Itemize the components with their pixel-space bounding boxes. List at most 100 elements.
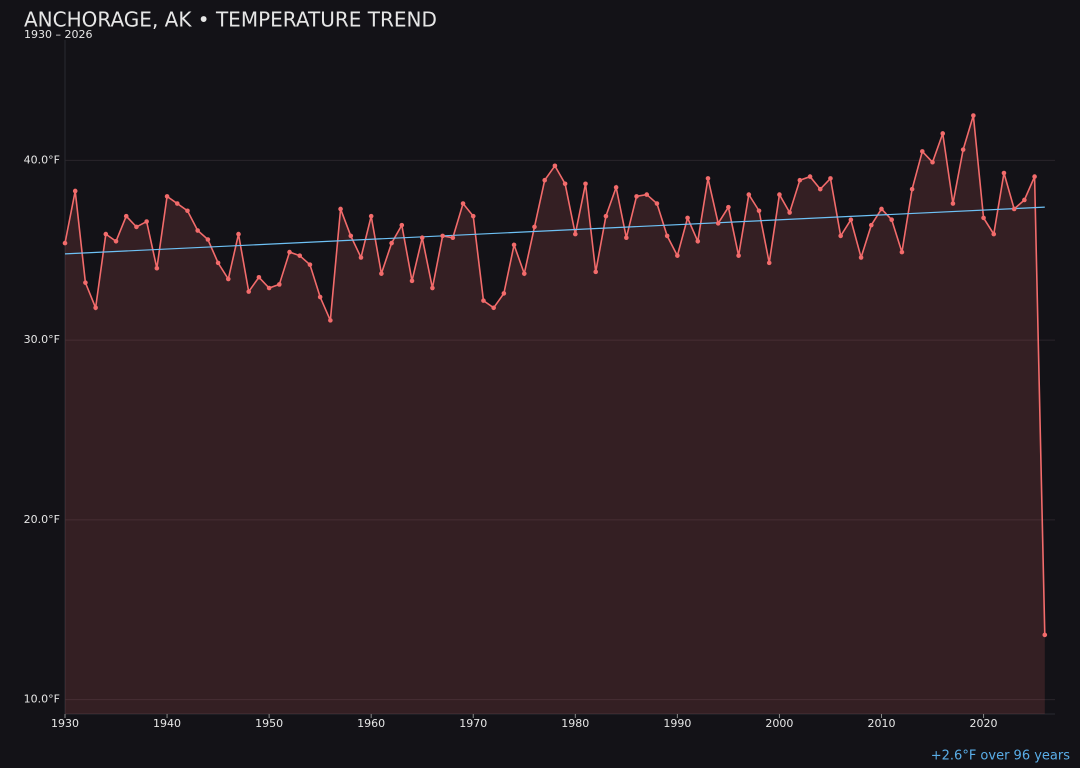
point xyxy=(134,224,139,230)
point xyxy=(981,215,986,221)
y-tick-label: 10.0°F xyxy=(24,693,60,706)
point xyxy=(532,224,537,230)
x-tick-label: 1940 xyxy=(153,717,181,730)
point xyxy=(603,213,609,219)
point xyxy=(521,271,527,276)
point xyxy=(971,113,976,118)
point xyxy=(144,219,149,224)
chart-subtitle: 1930 – 2026 xyxy=(24,28,92,41)
point xyxy=(797,177,803,183)
point xyxy=(399,222,405,228)
point xyxy=(123,213,129,219)
point xyxy=(1011,206,1017,212)
point xyxy=(654,201,660,206)
point xyxy=(1032,174,1037,179)
point xyxy=(246,289,252,294)
point xyxy=(634,194,639,199)
point xyxy=(205,237,211,242)
x-tick-label: 1930 xyxy=(51,717,79,730)
point xyxy=(409,278,415,284)
point xyxy=(419,235,425,241)
point xyxy=(552,163,558,169)
point xyxy=(236,231,241,237)
point xyxy=(338,206,343,212)
point xyxy=(838,233,843,239)
point xyxy=(154,265,160,271)
point xyxy=(766,260,772,266)
point xyxy=(583,181,588,187)
point xyxy=(848,217,854,223)
y-tick-label: 20.0°F xyxy=(24,513,60,526)
point xyxy=(297,253,303,258)
point xyxy=(317,294,323,300)
point xyxy=(215,260,221,266)
point xyxy=(62,240,68,246)
point xyxy=(777,192,782,197)
point xyxy=(685,215,690,221)
point xyxy=(920,149,925,154)
point xyxy=(828,176,833,181)
x-tick-label: 1990 xyxy=(663,717,691,730)
point xyxy=(450,235,456,241)
point xyxy=(93,305,98,311)
point xyxy=(358,255,364,260)
point xyxy=(266,285,272,291)
point xyxy=(807,174,813,179)
point xyxy=(991,231,997,237)
point xyxy=(726,204,731,210)
y-tick-label: 30.0°F xyxy=(24,333,60,346)
point xyxy=(695,239,701,244)
point xyxy=(746,192,752,197)
x-tick-label: 1960 xyxy=(357,717,385,730)
point xyxy=(736,253,741,258)
point xyxy=(817,186,823,192)
point xyxy=(624,235,629,241)
trend-line xyxy=(64,206,1045,255)
point xyxy=(225,276,231,282)
x-tick-label: 2010 xyxy=(867,717,895,730)
point xyxy=(174,201,180,206)
point xyxy=(787,210,792,215)
y-tick-label: 40.0°F xyxy=(24,153,60,166)
point xyxy=(1001,170,1007,176)
point xyxy=(511,242,517,248)
point xyxy=(613,185,619,190)
point xyxy=(164,194,170,199)
point xyxy=(195,228,200,233)
point xyxy=(562,181,568,187)
point xyxy=(287,249,292,255)
point xyxy=(348,233,354,239)
x-tick-label: 1950 xyxy=(255,717,283,730)
point xyxy=(368,213,374,219)
point xyxy=(889,217,895,223)
point xyxy=(83,280,88,285)
point xyxy=(593,269,599,275)
point xyxy=(379,271,384,276)
point xyxy=(899,249,905,255)
x-tick-label: 2000 xyxy=(765,717,793,730)
point xyxy=(950,201,956,206)
point xyxy=(307,262,313,267)
x-tick-label: 1970 xyxy=(459,717,487,730)
point xyxy=(909,186,915,192)
point xyxy=(185,208,190,214)
point xyxy=(72,188,78,194)
point xyxy=(470,213,476,219)
point xyxy=(113,239,119,244)
annotation: +2.6°F over 96 years xyxy=(931,749,1070,764)
point xyxy=(1022,197,1027,203)
point xyxy=(501,291,507,296)
point xyxy=(675,253,680,258)
point xyxy=(930,159,935,165)
point xyxy=(430,285,435,291)
chart-title: ANCHORAGE, AK • TEMPERATURE TREND xyxy=(24,8,437,32)
point xyxy=(664,233,670,239)
x-tick-label: 1980 xyxy=(561,717,589,730)
point xyxy=(644,192,650,197)
point xyxy=(481,298,486,303)
point xyxy=(277,282,282,287)
x-tick-label: 2020 xyxy=(970,717,998,730)
point xyxy=(715,221,721,226)
